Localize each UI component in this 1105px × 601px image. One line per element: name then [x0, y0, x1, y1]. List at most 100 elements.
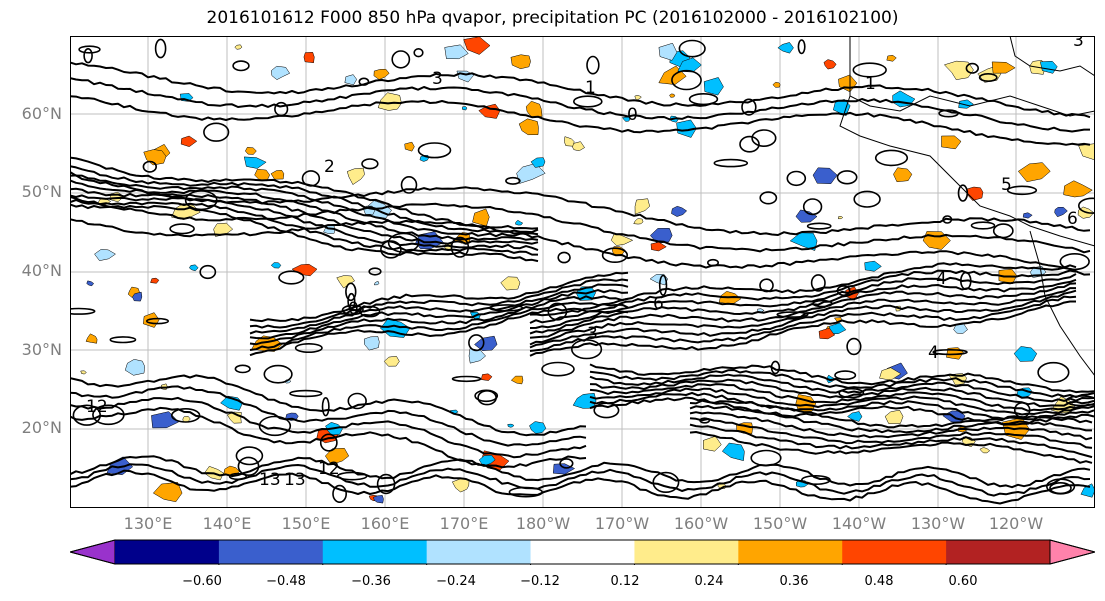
colorbar-tick-label: −0.36 [351, 574, 391, 589]
contour-closed [1013, 401, 1031, 418]
contour-closed [70, 307, 96, 315]
contour-line [529, 289, 1077, 349]
precip-positive-patch [346, 167, 365, 185]
precip-negative-patch [515, 219, 524, 226]
precip-negative-patch [530, 157, 546, 168]
colorbar-tick-label: −0.24 [436, 574, 476, 589]
precip-negative-patch [658, 42, 678, 61]
contour-closed [1065, 395, 1095, 407]
contour-closed [72, 404, 101, 426]
contour-label: 12 [318, 459, 340, 479]
contour-closed [263, 364, 293, 384]
contour-closed [109, 336, 137, 344]
precip-positive-patch [478, 103, 501, 119]
contour-label: 12 [86, 397, 108, 417]
contour-closed [1078, 197, 1095, 214]
precip-positive-patch [772, 81, 781, 88]
contour-closed [78, 45, 101, 54]
precip-positive-patch [150, 277, 160, 284]
contour-closed [846, 337, 862, 356]
contour-label: 13 [259, 470, 281, 490]
lon-label-120w: 120°W [988, 514, 1044, 533]
contour-line [70, 469, 1091, 505]
contour-label: 3 [1073, 36, 1084, 51]
precip-negative-patch [86, 280, 95, 287]
precip-positive-patch [324, 448, 350, 465]
precip-negative-patch [1039, 60, 1058, 74]
contour-closed [505, 176, 521, 185]
contour-closed [294, 342, 323, 353]
precip-positive-patch [383, 355, 400, 367]
contour-label: 6 [653, 294, 664, 314]
lon-label-180w: 180°W [515, 514, 571, 533]
precip-positive-patch [510, 54, 531, 70]
precip-positive-patch [610, 232, 634, 246]
contour-line [70, 165, 539, 234]
contour-closed [332, 484, 347, 504]
contour-closed [852, 62, 887, 78]
contour-label: 0 [627, 105, 638, 125]
precip-negative-patch [552, 463, 576, 475]
contour-closed [359, 305, 381, 318]
precip-negative-patch [812, 167, 838, 184]
contour-closed [759, 191, 778, 205]
contour-closed [400, 175, 418, 194]
colorbar-outline [70, 539, 1095, 565]
precip-positive-patch [80, 370, 87, 375]
contour-closed [834, 370, 857, 381]
contour-line [689, 405, 1092, 434]
colorbar-extend-low [70, 539, 116, 565]
contour-closed [235, 446, 264, 466]
contour-line [70, 406, 587, 469]
contour-closed [142, 160, 158, 173]
contour-closed [751, 129, 777, 148]
contour-line [70, 171, 539, 238]
contour-closed [547, 302, 568, 321]
contour-closed [368, 267, 382, 276]
contour-closed [336, 471, 368, 481]
contour-line [70, 195, 1091, 254]
contour-closed [706, 258, 719, 267]
contour-closed [836, 285, 851, 297]
contour-closed [289, 389, 323, 398]
contour-closed [237, 456, 260, 476]
precip-positive-patch [991, 61, 1016, 74]
precip-negative-patch [1022, 212, 1033, 219]
precip-negative-patch [188, 264, 199, 272]
contour-line [529, 282, 1077, 339]
contour-closed [942, 215, 953, 224]
lon-label-130w: 130°W [910, 514, 966, 533]
contour-closed [741, 98, 757, 116]
contour-closed [321, 397, 330, 417]
precip-positive-patch [838, 216, 844, 220]
contour-line [249, 283, 629, 335]
contour-label: 4 [928, 343, 939, 363]
contour-closed [570, 339, 603, 360]
precip-negative-patch [94, 249, 116, 261]
contour-closed [658, 274, 668, 296]
precip-negative-patch [474, 335, 498, 351]
precip-positive-patch [943, 60, 974, 80]
contour-line [529, 287, 1076, 346]
colorbar-segment [842, 540, 947, 564]
precip-positive-patch [85, 333, 98, 344]
lon-label-150w: 150°W [752, 514, 808, 533]
precip-positive-patch [377, 92, 402, 111]
colorbar-tick-label: −0.12 [520, 574, 560, 589]
contour-closed [154, 38, 167, 59]
colorbar-segment [322, 540, 428, 564]
precip-negative-patch [1054, 207, 1068, 218]
contour-label: 5 [1001, 175, 1012, 195]
precip-negative-patch [1080, 483, 1095, 498]
contour-line [689, 417, 1093, 449]
contour-label: 1 [585, 78, 596, 98]
contour-closed [468, 334, 485, 352]
contour-line [70, 61, 1091, 119]
precip-positive-patch [564, 136, 575, 147]
contour-line [70, 203, 539, 263]
contour-closed [770, 360, 781, 375]
contour-line [589, 369, 1095, 398]
precip-positive-patch [244, 146, 257, 155]
colorbar-tick-label: 0.48 [864, 574, 894, 589]
contour-closed [1059, 253, 1090, 271]
